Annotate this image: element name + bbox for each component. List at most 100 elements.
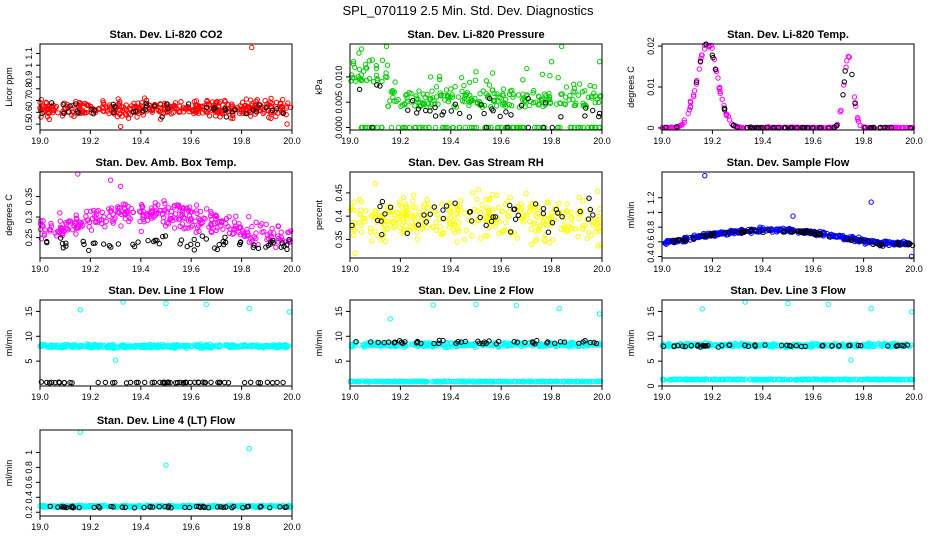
- point-primary: [576, 81, 583, 87]
- point-reference: [203, 236, 210, 242]
- point-primary: [841, 82, 847, 88]
- data-points: [37, 299, 293, 386]
- point-primary: [582, 222, 588, 228]
- point-primary: [481, 102, 488, 109]
- outlier-point: [107, 177, 114, 183]
- point-primary: [404, 98, 411, 104]
- point-primary: [544, 222, 550, 229]
- point-primary: [390, 219, 396, 226]
- point-primary: [356, 50, 362, 56]
- y-axis-label: degrees C: [4, 194, 14, 236]
- point-primary: [488, 124, 494, 131]
- point-reference: [208, 379, 214, 385]
- point-primary: [152, 209, 158, 215]
- point-reference: [59, 240, 66, 247]
- point-primary: [846, 54, 852, 60]
- point-primary: [61, 100, 67, 106]
- point-primary: [585, 94, 592, 101]
- point-primary: [285, 100, 291, 106]
- point-primary: [363, 208, 369, 214]
- point-primary: [531, 88, 537, 94]
- chart-title: Stan. Dev. Line 1 Flow: [108, 285, 224, 297]
- point-primary: [546, 94, 553, 100]
- point-reference: [220, 239, 226, 245]
- point-reference: [214, 246, 221, 253]
- point-primary: [168, 208, 175, 215]
- x-tick-label: 19.0: [31, 392, 49, 402]
- point-primary: [383, 43, 390, 50]
- point-primary: [424, 224, 430, 231]
- chart-title: Stan. Dev. Li-820 CO2: [110, 29, 223, 41]
- point-primary: [473, 196, 480, 203]
- point-primary: [88, 227, 95, 233]
- point-reference: [590, 212, 596, 218]
- outlier-point: [387, 316, 393, 322]
- point-primary: [482, 213, 489, 219]
- point-primary: [580, 198, 586, 204]
- point-primary: [70, 102, 76, 109]
- point-primary: [387, 219, 393, 225]
- point-primary: [461, 236, 468, 243]
- point-reference: [833, 123, 840, 129]
- point-reference: [587, 206, 593, 213]
- point-primary: [138, 228, 145, 235]
- point-primary: [162, 207, 168, 213]
- point-primary: [191, 99, 198, 105]
- point-primary: [220, 226, 226, 232]
- y-tick-label: 0.02: [646, 37, 656, 55]
- x-tick-label: 19.4: [442, 136, 460, 146]
- y-axis-label: ml/min: [626, 202, 636, 229]
- point-primary: [546, 239, 553, 246]
- point-primary: [226, 108, 232, 114]
- point-primary: [203, 206, 210, 212]
- point-reference: [467, 209, 473, 215]
- y-axis-label: kPa: [314, 79, 324, 95]
- point-reference: [88, 106, 94, 113]
- point-reference: [151, 103, 158, 109]
- point-primary: [477, 91, 483, 97]
- x-tick-label: 19.4: [754, 136, 772, 146]
- point-primary: [187, 209, 194, 215]
- point-primary: [438, 92, 444, 98]
- point-reference: [374, 217, 381, 224]
- point-primary: [524, 65, 530, 72]
- point-primary: [358, 46, 365, 52]
- point-primary: [123, 112, 130, 118]
- point-primary: [233, 213, 239, 219]
- point-primary: [410, 192, 417, 198]
- point-primary: [176, 216, 182, 222]
- point-primary: [168, 213, 174, 219]
- point-primary: [172, 211, 179, 217]
- point-primary: [126, 214, 132, 221]
- point-primary: [693, 81, 700, 87]
- x-tick-label: 19.8: [855, 392, 873, 402]
- y-tick-label: 15: [334, 306, 344, 316]
- point-primary: [717, 88, 723, 95]
- point-primary: [410, 225, 416, 231]
- point-primary: [489, 221, 495, 227]
- point-primary: [350, 58, 357, 65]
- point-primary: [397, 199, 403, 205]
- point-primary: [180, 205, 186, 211]
- point-reference: [545, 229, 552, 235]
- point-primary: [717, 90, 724, 97]
- point-primary: [384, 62, 391, 68]
- chart-title: Stan. Dev. Sample Flow: [727, 157, 850, 169]
- point-reference: [586, 195, 592, 201]
- chart-title: Stan. Dev. Li-820 Temp.: [727, 29, 849, 41]
- point-primary: [482, 233, 489, 239]
- point-primary: [500, 100, 506, 106]
- point-reference: [58, 235, 64, 241]
- data-points: [347, 180, 604, 257]
- point-reference: [284, 242, 290, 248]
- point-primary: [418, 218, 424, 224]
- point-primary: [366, 58, 373, 64]
- point-primary: [47, 109, 53, 116]
- point-primary: [193, 229, 199, 235]
- point-primary: [163, 109, 169, 116]
- point-primary: [382, 74, 389, 80]
- point-primary: [44, 106, 51, 112]
- y-tick-label: 15: [646, 306, 656, 316]
- point-reference: [165, 105, 171, 112]
